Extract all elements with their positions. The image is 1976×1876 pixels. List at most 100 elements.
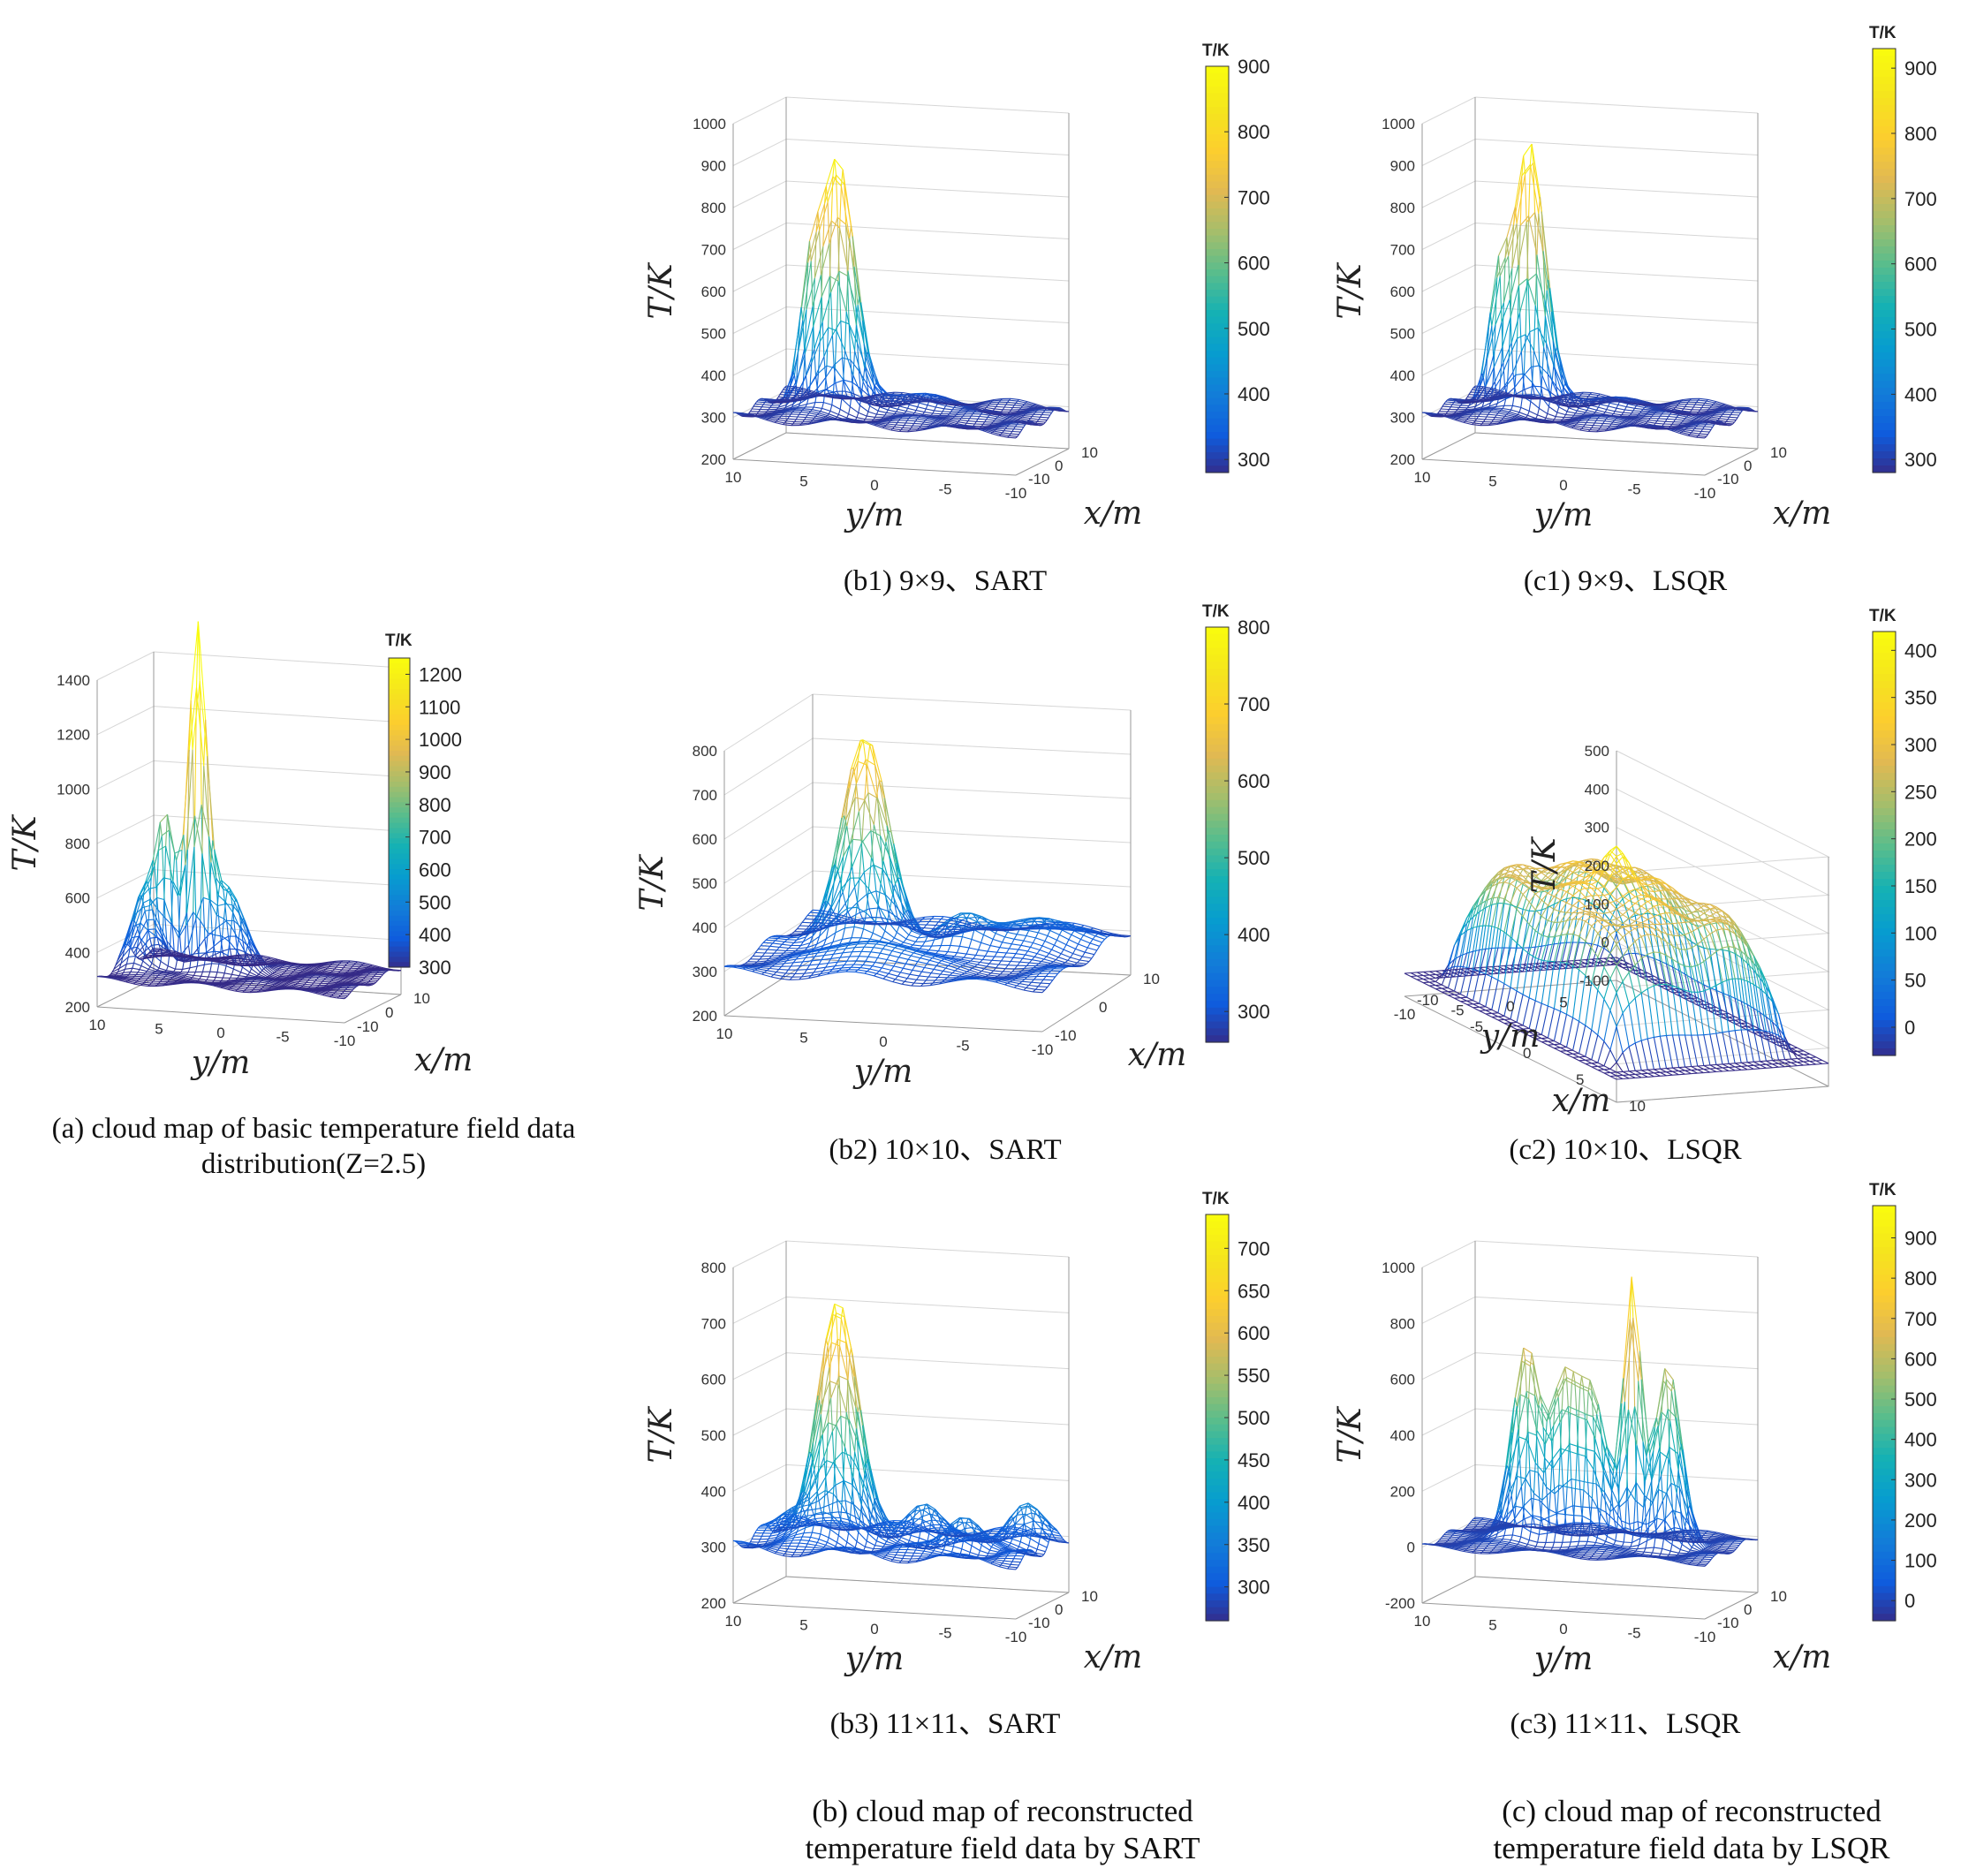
mesh-line [867, 405, 871, 412]
mesh-line [849, 394, 852, 407]
mesh-line [814, 321, 823, 350]
mesh-line [825, 158, 836, 186]
mesh-line [996, 405, 1005, 408]
mesh-line [238, 928, 241, 940]
mesh-line [278, 968, 287, 971]
mesh-line [936, 420, 946, 424]
colorbar-segment [389, 720, 410, 726]
colorbar-segment [389, 946, 410, 953]
grid-line-z [96, 651, 402, 681]
colorbar-segment [1206, 161, 1229, 169]
mesh-line [275, 959, 284, 963]
colorbar-segment [389, 900, 410, 906]
mesh-line [230, 974, 232, 979]
mesh-line [839, 398, 843, 410]
mesh-line [823, 185, 827, 204]
colorbar-segment [389, 936, 410, 942]
mesh-line [947, 403, 957, 405]
mesh-line [1011, 397, 1019, 400]
mesh-line [216, 984, 224, 987]
mesh-line [223, 902, 226, 919]
colorbar-tick-label: 900 [1238, 56, 1270, 78]
mesh-line [166, 950, 174, 954]
mesh-line [322, 980, 330, 983]
mesh-line [855, 420, 864, 422]
mesh-line [848, 323, 852, 360]
mesh-line [145, 909, 153, 912]
mesh-line [791, 403, 801, 408]
mesh-line [793, 397, 802, 400]
mesh-line [919, 395, 928, 400]
mesh-line [802, 410, 811, 412]
mesh-line [889, 406, 898, 410]
mesh-line [973, 407, 982, 412]
mesh-line [1028, 410, 1037, 412]
colorbar-segment [389, 740, 410, 746]
mesh-line [939, 418, 949, 422]
mesh-line [774, 421, 784, 426]
mesh-line [307, 967, 315, 971]
mesh-line [115, 977, 123, 980]
mesh-line [844, 419, 854, 423]
mesh-line [990, 401, 1000, 404]
mesh-line [978, 418, 987, 420]
mesh-line [844, 311, 847, 351]
mesh-line [202, 896, 211, 901]
mesh-line [223, 889, 231, 893]
mesh-line [154, 835, 163, 866]
mesh-line [771, 411, 781, 414]
mesh-line [358, 982, 366, 985]
mesh-line [149, 938, 153, 946]
mesh-line [150, 898, 159, 911]
mesh-line [140, 929, 149, 942]
mesh-line [230, 892, 233, 905]
colorbar-segment [1206, 194, 1229, 202]
mesh-line [132, 935, 140, 939]
mesh-line [132, 941, 142, 954]
mesh-line [164, 951, 172, 955]
mesh-line [220, 936, 223, 952]
colorbar-segment [389, 817, 410, 824]
mesh-line [151, 909, 161, 926]
mesh-line [877, 410, 887, 413]
mesh-line [132, 967, 140, 971]
mesh-line [362, 964, 371, 967]
mesh-line [852, 382, 861, 390]
mesh-line [324, 993, 332, 996]
mesh-line [784, 422, 793, 425]
mesh-line [342, 993, 350, 995]
mesh-line [805, 349, 815, 376]
mesh-line [815, 203, 826, 232]
grid-line-z [96, 760, 402, 790]
mesh-line [360, 981, 367, 984]
mesh-line [1010, 416, 1019, 420]
mesh-line [335, 992, 343, 995]
mesh-line [204, 931, 213, 940]
colorbar-segment [1206, 418, 1229, 426]
mesh-line [794, 386, 803, 390]
mesh-line [844, 184, 853, 237]
mesh-line [780, 409, 790, 412]
mesh-line [277, 976, 286, 979]
mesh-line [874, 395, 883, 397]
mesh-line [926, 398, 935, 403]
mesh-line [374, 975, 382, 978]
mesh-line [861, 398, 870, 402]
mesh-line [176, 974, 184, 978]
mesh-line [861, 421, 871, 423]
mesh-line [917, 402, 920, 407]
mesh-line [122, 978, 130, 981]
mesh-line [807, 231, 817, 263]
colorbar-segment [1206, 127, 1229, 135]
mesh-line [869, 405, 879, 412]
mesh-line [887, 406, 890, 411]
mesh-line [157, 909, 161, 926]
mesh-line [327, 976, 336, 979]
mesh-line [907, 430, 917, 433]
mesh-line [171, 925, 180, 934]
mesh-line [251, 968, 260, 975]
mesh-line [807, 392, 817, 396]
mesh-line [967, 420, 977, 422]
mesh-line [228, 887, 237, 900]
mesh-line [259, 957, 268, 961]
